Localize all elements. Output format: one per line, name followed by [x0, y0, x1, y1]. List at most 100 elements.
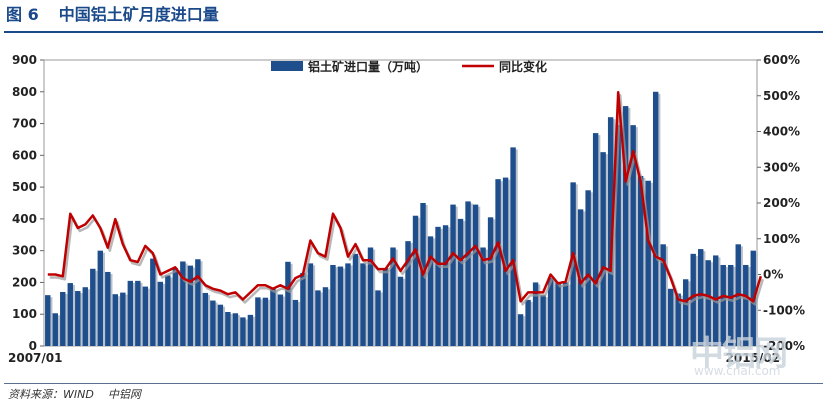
bar — [562, 282, 569, 346]
bar — [510, 147, 516, 346]
bar — [637, 175, 644, 346]
bar — [255, 297, 261, 346]
y-right-tick-label: 600% — [763, 53, 800, 67]
bar — [660, 244, 666, 346]
bar — [97, 250, 103, 346]
watermark-url: www.cnal.com — [694, 364, 781, 378]
bar — [682, 279, 689, 346]
bar — [728, 264, 734, 346]
bar — [150, 258, 156, 346]
y-right-tick-label: 200% — [763, 196, 800, 210]
bar — [360, 263, 366, 346]
x-tick-label-end: 2015/02 — [726, 351, 780, 365]
bar — [480, 247, 486, 346]
bar — [217, 304, 224, 346]
bar — [135, 280, 141, 346]
bar — [247, 314, 254, 346]
y-right-tick-label: 0% — [763, 268, 783, 282]
bar — [285, 261, 291, 346]
y-left-tick-label: 500 — [12, 180, 37, 194]
y-right-tick-label: 300% — [763, 160, 800, 174]
bar — [105, 271, 111, 346]
bar — [157, 281, 164, 346]
bar — [667, 288, 674, 346]
bar — [300, 272, 306, 346]
bar — [277, 294, 284, 346]
y-right-tick-label: 100% — [763, 232, 800, 246]
bar — [547, 277, 554, 346]
bar — [652, 91, 659, 347]
bar — [435, 226, 441, 346]
bar — [743, 264, 749, 346]
bar — [330, 264, 336, 346]
bar — [705, 260, 711, 346]
bar — [675, 293, 681, 346]
line-series-yoy — [47, 90, 762, 303]
y-left-tick-label: 800 — [12, 85, 37, 99]
bar — [472, 204, 479, 346]
bar — [720, 264, 726, 346]
bar — [127, 280, 134, 346]
bar — [292, 299, 299, 346]
bar — [487, 217, 494, 346]
bar — [525, 299, 531, 346]
bar — [615, 125, 621, 347]
bar — [210, 300, 216, 346]
y-left-tick-label: 300 — [12, 244, 37, 258]
source-note: 资料来源：WIND 中铝网 — [8, 386, 141, 402]
bar — [82, 287, 88, 346]
chart: 0 100 200 300 400 500 600 700 800 900 -200% -100% 0%… — [8, 53, 805, 365]
bar — [457, 218, 464, 346]
bar — [495, 179, 501, 346]
bar — [67, 283, 73, 346]
bar — [337, 266, 344, 346]
figure-title: 中国铝土矿月度进口量 — [58, 5, 219, 24]
y-left-tick-label: 900 — [12, 53, 37, 67]
watermark-logo: 中铝网 — [690, 334, 788, 374]
bar — [187, 265, 194, 346]
y-right-tick-label: -100% — [763, 303, 805, 317]
y-left-tick-label: 600 — [12, 148, 37, 162]
footer-rule — [4, 383, 823, 384]
x-tick-label-start: 2007/01 — [8, 351, 62, 365]
y-left-tick-label: 400 — [12, 212, 37, 226]
bar — [630, 125, 636, 347]
bar — [270, 288, 276, 346]
bar — [232, 313, 239, 346]
bar — [517, 314, 524, 346]
bar — [397, 276, 404, 346]
bar — [540, 295, 546, 346]
line-series-shadow — [49, 93, 764, 306]
bar — [172, 268, 179, 346]
bar — [600, 152, 606, 346]
y-right-tick-label: -200% — [763, 339, 805, 353]
bar — [555, 282, 561, 346]
bar — [225, 311, 231, 346]
bar — [427, 236, 434, 346]
bar — [442, 225, 449, 346]
bar — [142, 286, 149, 346]
bar — [75, 291, 81, 346]
bar — [592, 133, 599, 346]
bar — [52, 313, 58, 346]
bar — [645, 180, 651, 346]
bar — [622, 106, 629, 346]
legend-swatch-bars — [271, 61, 303, 71]
bar — [165, 275, 171, 346]
source-org: 中铝网 — [107, 388, 141, 401]
bar — [345, 263, 351, 346]
bar — [112, 294, 119, 346]
bar — [585, 190, 591, 346]
bar — [322, 287, 329, 346]
bar — [405, 241, 411, 346]
y-right-tick-label: 400% — [763, 125, 800, 139]
y-right-tick-label: 500% — [763, 89, 800, 103]
bar — [315, 290, 321, 346]
bar — [352, 253, 359, 346]
bar — [180, 261, 186, 346]
bar — [90, 268, 96, 346]
bar — [240, 317, 246, 346]
title-rule — [4, 31, 823, 33]
y-left-tick-label: 100 — [12, 307, 37, 321]
bar — [450, 204, 456, 346]
